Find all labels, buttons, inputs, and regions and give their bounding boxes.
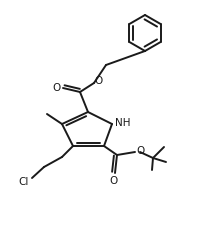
Text: O: O [109,176,118,186]
Text: O: O [94,76,103,86]
Text: O: O [53,83,61,93]
Text: O: O [136,146,144,156]
Text: NH: NH [115,118,130,128]
Text: Cl: Cl [19,177,29,187]
